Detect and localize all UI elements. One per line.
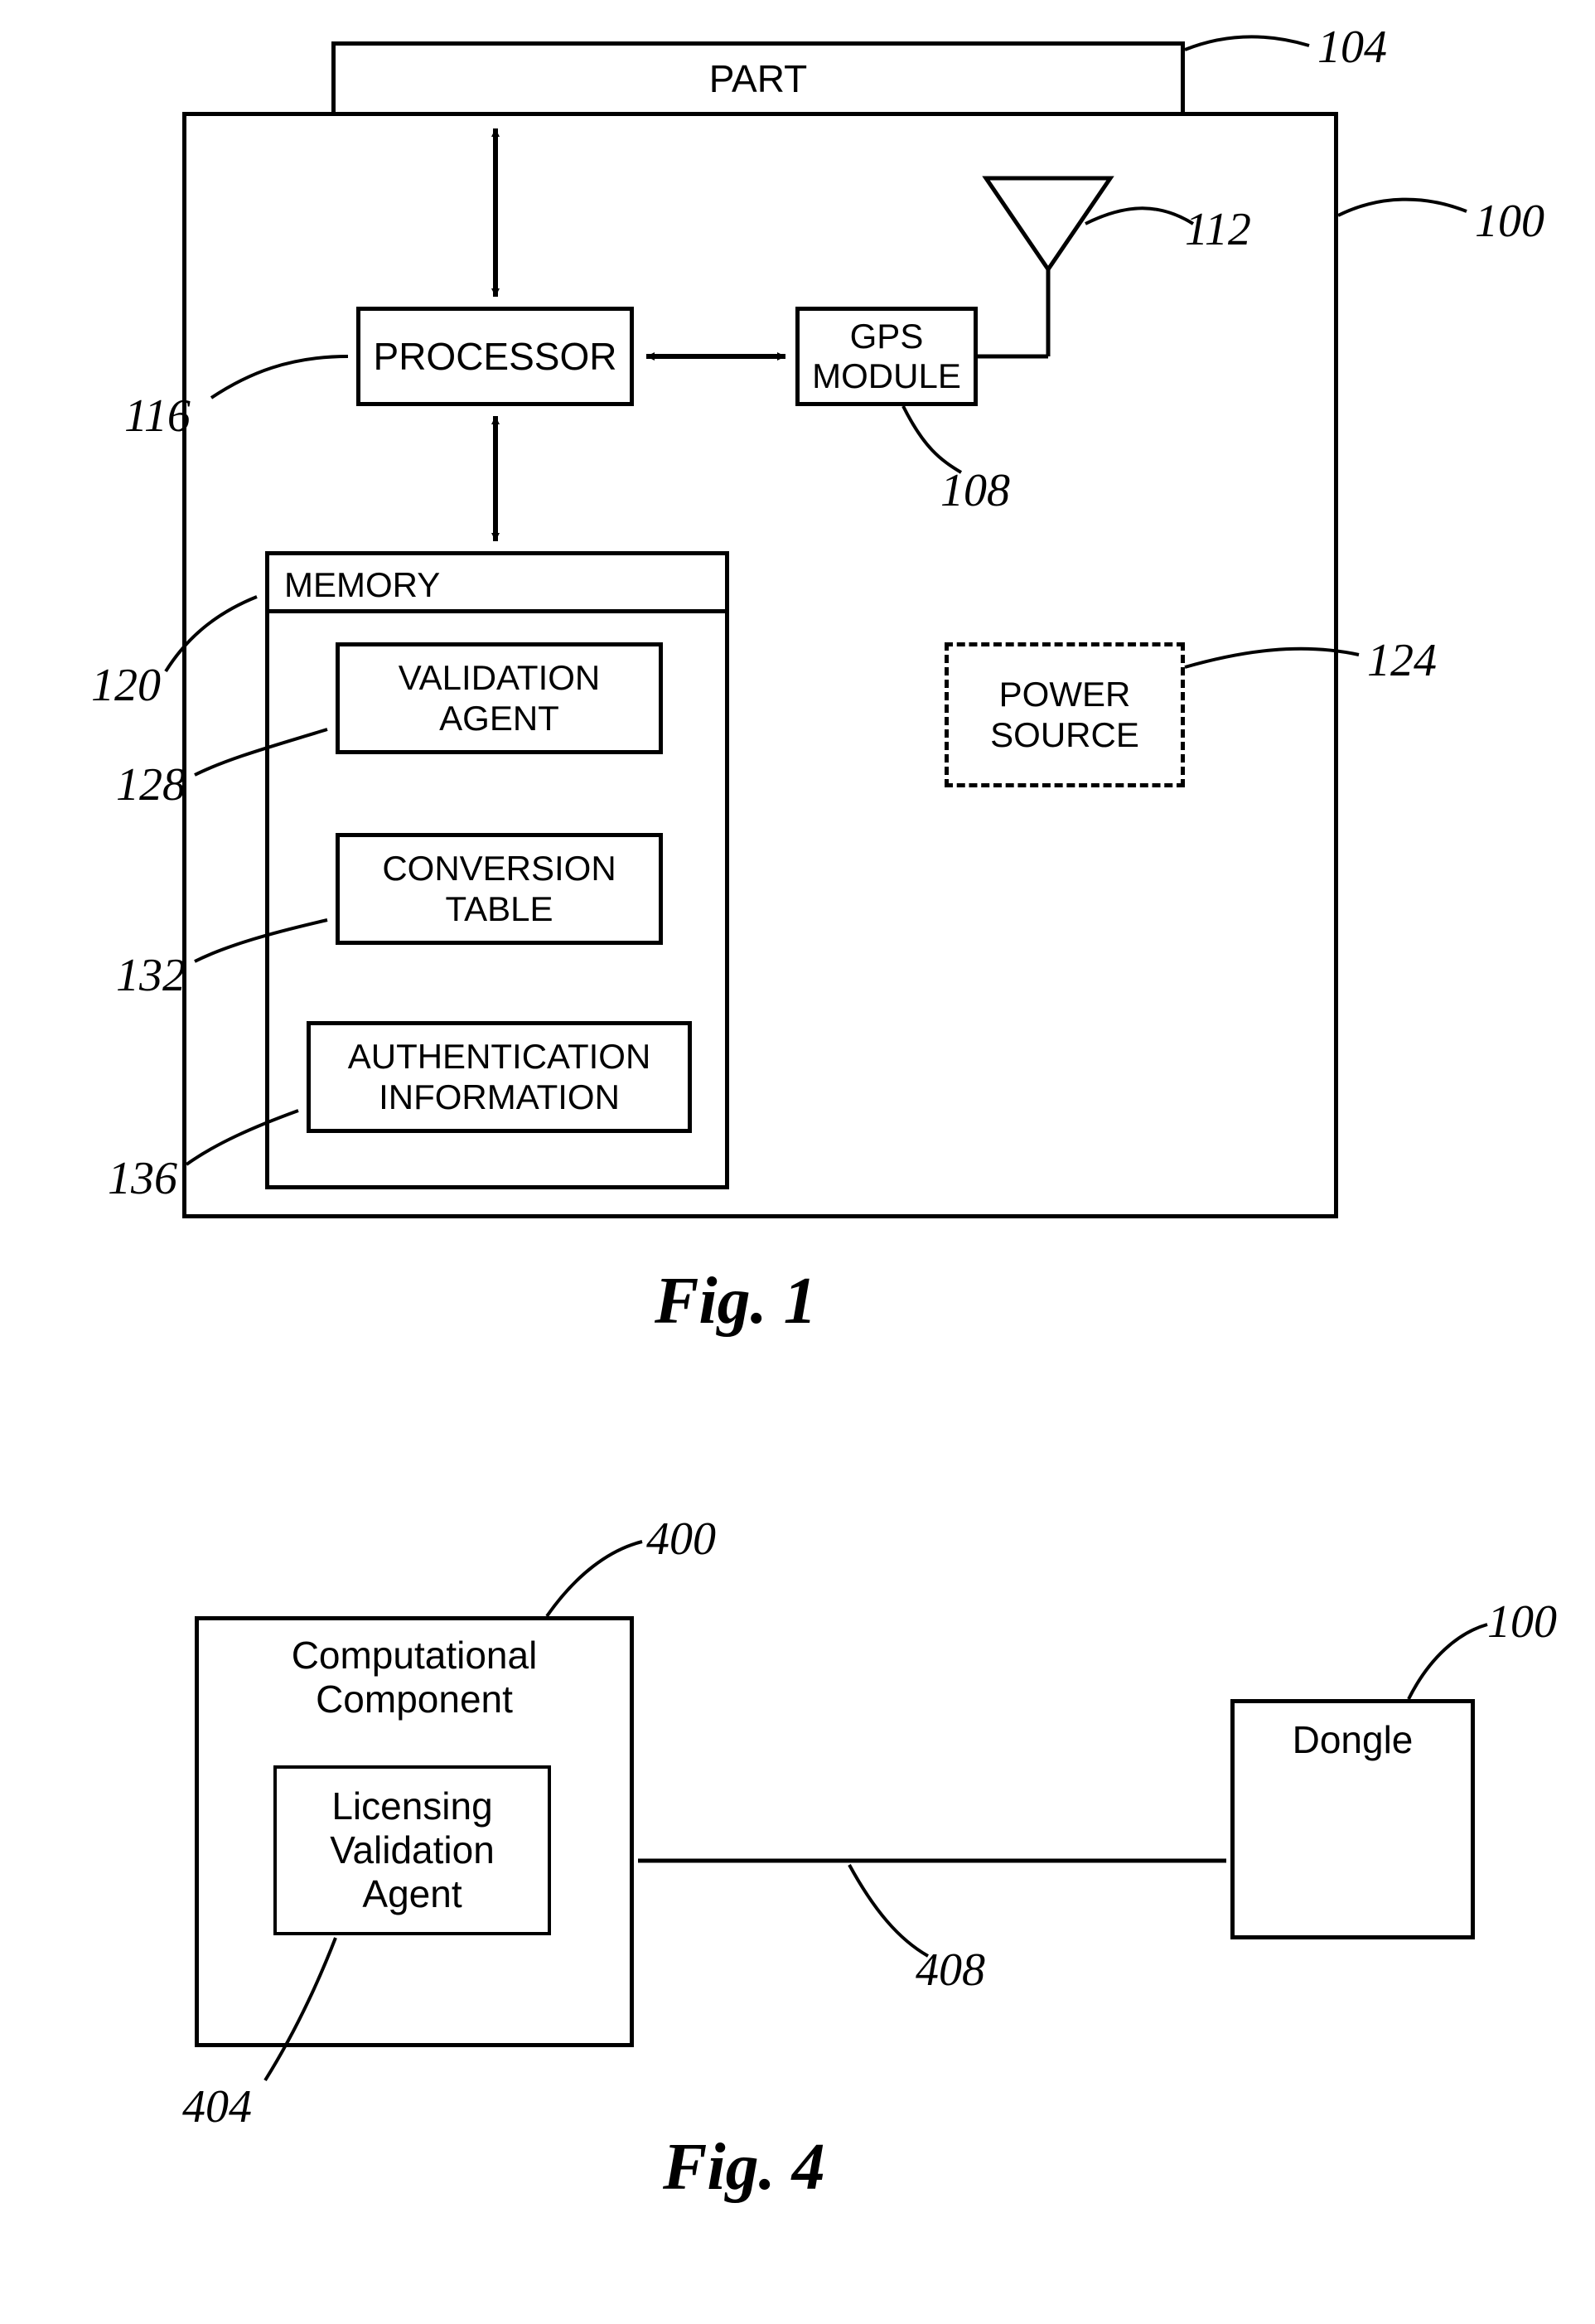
ref-400: 400 xyxy=(646,1513,716,1566)
ref-408: 408 xyxy=(916,1944,985,1997)
page: PART PROCESSOR GPS MODULE MEMORY VALIDAT… xyxy=(0,0,1595,2324)
ref-100-fig4: 100 xyxy=(1487,1595,1557,1649)
fig4-lines xyxy=(0,0,1595,2324)
ref-404: 404 xyxy=(182,2080,252,2133)
fig4-caption: Fig. 4 xyxy=(663,2130,825,2205)
